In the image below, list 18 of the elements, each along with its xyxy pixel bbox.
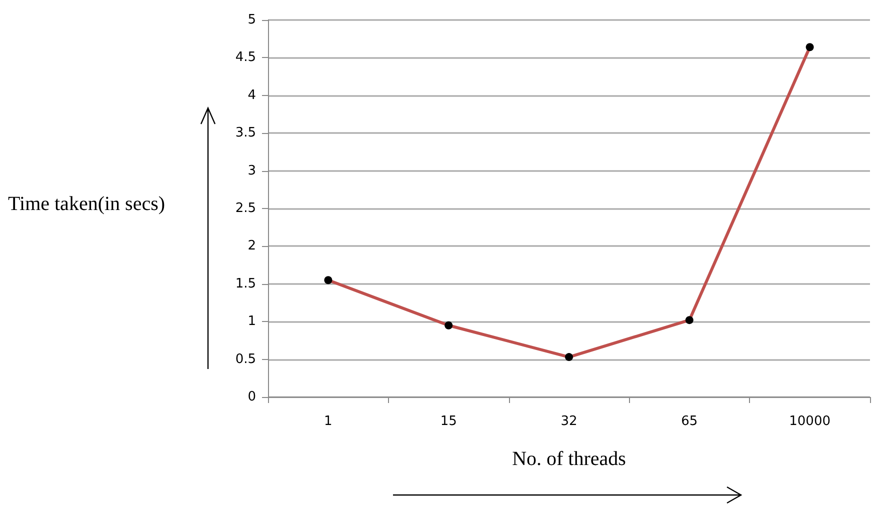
y-tick-label: 3 (248, 163, 256, 178)
x-axis-title: No. of threads (512, 448, 626, 470)
x-tick-label: 1 (324, 414, 332, 429)
x-tick-label: 65 (681, 414, 698, 429)
x-tick-label: 10000 (789, 414, 830, 429)
y-tick-label: 2 (248, 238, 256, 254)
y-tick-label: 4 (248, 88, 256, 103)
y-tick-label: 0 (248, 390, 256, 404)
y-tick-label: 5 (248, 12, 256, 28)
x-tick-label: 15 (440, 414, 457, 429)
y-tick-label: 4.5 (235, 50, 256, 66)
y-axis-title: Time taken(in secs) (8, 193, 166, 216)
y-tick-label: 1 (248, 314, 256, 330)
y-tick-label: 0.5 (235, 352, 256, 367)
y-tick-label: 3.5 (235, 126, 256, 141)
y-tick-label: 2.5 (235, 201, 256, 216)
y-tick-label: 1.5 (235, 276, 256, 292)
x-tick-label: 32 (560, 414, 578, 429)
